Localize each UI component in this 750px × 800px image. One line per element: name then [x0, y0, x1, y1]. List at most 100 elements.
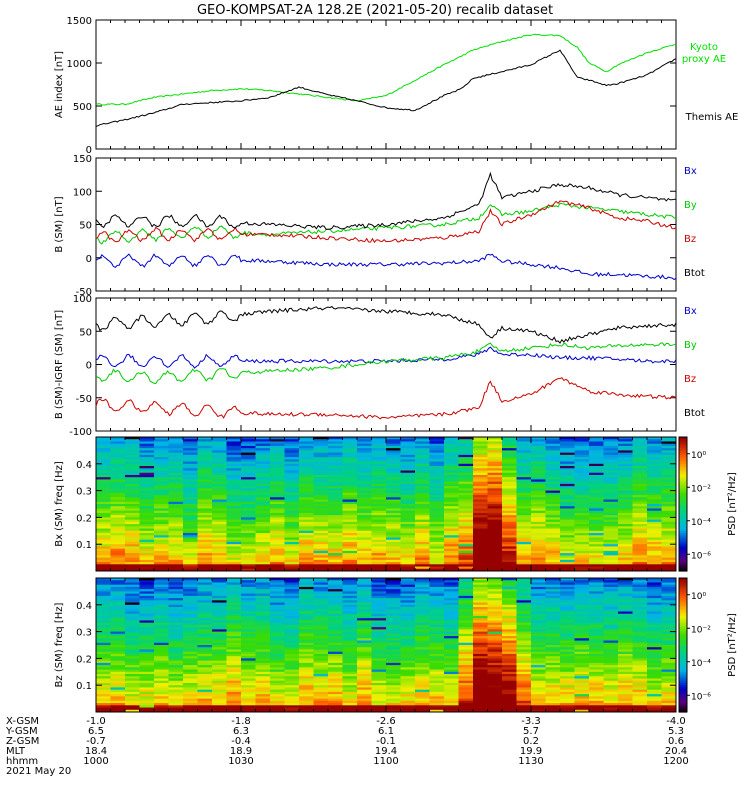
spectrogram-cell: [212, 703, 227, 706]
spectrogram-cell: [400, 604, 416, 608]
spectrogram-cell: [603, 593, 619, 597]
spectrogram-cell: [545, 578, 561, 581]
spectrogram-cell: [96, 689, 111, 693]
spectrogram-cell: [589, 452, 604, 456]
spectrogram-cell: [473, 665, 488, 668]
spectrogram-cell: [342, 555, 358, 559]
spectrogram-cell: [125, 689, 140, 693]
spectrogram-cell: [531, 474, 546, 478]
spectrogram-cell: [516, 584, 532, 588]
spectrogram-cell: [502, 631, 517, 635]
spectrogram-cell: [154, 660, 169, 664]
spectrogram-cell: [661, 448, 677, 451]
spectrogram-cell: [226, 604, 242, 608]
spectrogram-cell: [284, 593, 300, 597]
spectrogram-cell: [661, 495, 677, 498]
spectrogram-cell: [429, 703, 445, 706]
spectrogram-cell: [270, 682, 285, 686]
spectrogram-cell: [313, 698, 329, 702]
spectrogram-cell: [647, 454, 662, 458]
spectrogram-cell: [415, 611, 430, 615]
spectrogram-cell: [299, 627, 314, 630]
spectrogram-cell: [241, 515, 256, 518]
spectrogram-cell: [574, 582, 590, 586]
spectrogram-cell: [560, 528, 575, 532]
spectrogram-cell: [516, 660, 532, 664]
spectrogram-cell: [125, 477, 140, 480]
spectrogram-cell: [110, 557, 126, 561]
spectrogram-cell: [371, 671, 387, 675]
spectrogram-cell: [197, 548, 213, 552]
spectrogram-cell: [357, 665, 372, 668]
y-tick-label: 100: [73, 187, 92, 198]
spectrogram-cell: [545, 696, 561, 700]
spectrogram-cell: [473, 584, 488, 588]
spectrogram-cell: [284, 548, 300, 552]
spectrogram-cell: [270, 495, 285, 498]
spectrogram-cell: [284, 524, 300, 527]
spectrogram-cell: [371, 533, 387, 536]
spectrogram-cell: [516, 671, 532, 675]
spectrogram-cell: [603, 445, 619, 449]
spectrogram-cell: [139, 636, 155, 639]
spectrogram-cell: [444, 633, 459, 637]
spectrogram-cell: [429, 457, 445, 460]
spectrogram-cell: [357, 705, 372, 709]
series-line-bx: [95, 346, 677, 369]
spectrogram-cell: [154, 595, 169, 599]
spectrogram-cell: [154, 443, 169, 447]
spectrogram-cell: [212, 685, 227, 688]
spectrogram-cell: [502, 578, 517, 581]
spectrogram-cell: [284, 615, 300, 619]
spectrogram-cell: [168, 674, 184, 677]
spectrogram-cell: [241, 589, 256, 592]
spectrogram-cell: [386, 457, 401, 460]
spectrogram-cell: [386, 526, 401, 530]
spectrogram-cell: [299, 521, 314, 525]
spectrogram-cell: [400, 586, 416, 590]
spectrogram-cell: [458, 674, 474, 677]
spectrogram-cell: [270, 452, 285, 456]
spectrogram-cell: [154, 615, 169, 619]
spectrogram-cell: [603, 461, 619, 465]
spectrogram-cell: [313, 541, 329, 545]
series-line-btot: [95, 171, 677, 230]
spectrogram-cell: [458, 651, 474, 655]
spectrogram-cell: [647, 441, 662, 445]
spectrogram-cell: [226, 445, 242, 449]
spectrogram-cell: [487, 528, 503, 532]
spectrogram-cell: [371, 454, 387, 458]
spectrogram-cell: [313, 470, 329, 474]
spectrogram-cell: [589, 660, 604, 664]
spectrogram-cell: [255, 535, 271, 538]
spectrogram-cell: [96, 698, 111, 702]
spectrogram-cell: [212, 530, 227, 534]
spectrogram-cell: [574, 492, 590, 496]
spectrogram-cell: [328, 459, 343, 463]
spectrogram-cell: [96, 703, 111, 706]
spectrogram-cell: [487, 481, 503, 485]
spectrogram-cell: [632, 481, 648, 485]
spectrogram-cell: [110, 481, 126, 485]
spectrogram-cell: [212, 544, 227, 547]
spectrogram-cell: [212, 541, 227, 545]
spectrogram-cell: [342, 609, 358, 612]
spectrogram-cell: [560, 521, 575, 525]
spectrogram-cells: [96, 578, 677, 713]
spectrogram-cell: [574, 649, 590, 653]
spectrogram-cell: [139, 669, 155, 673]
spectrogram-cell: [516, 466, 532, 469]
spectrogram-cell: [386, 443, 401, 447]
spectrogram-cell: [328, 488, 343, 492]
spectrogram-cell: [270, 580, 285, 583]
spectrogram-cell: [487, 472, 503, 476]
spectrogram-cell: [168, 508, 184, 512]
spectrogram-cell: [647, 546, 662, 550]
spectrogram-cell: [487, 535, 503, 538]
spectrogram-cell: [371, 680, 387, 684]
spectrogram-cell: [96, 584, 111, 588]
spectrogram-cell: [560, 660, 575, 664]
spectrogram-cell: [226, 676, 242, 679]
spectrogram-cell: [313, 477, 329, 480]
spectrogram-cell: [444, 602, 459, 606]
